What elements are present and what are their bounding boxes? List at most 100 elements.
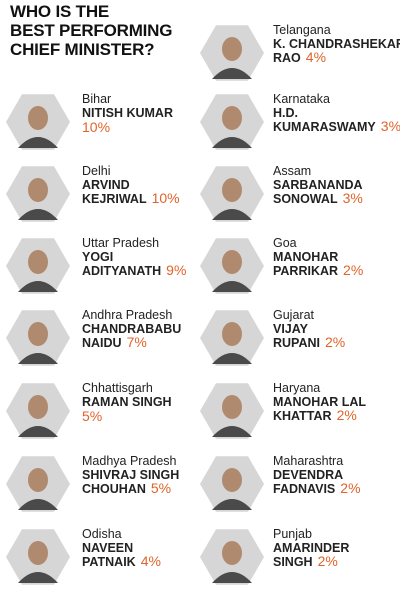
face-shape: [28, 250, 48, 274]
cm-name-haryana-line-2: KHATTAR: [273, 409, 332, 423]
shoulders-shape: [18, 209, 58, 220]
value-label-gujarat: 2%: [325, 334, 345, 350]
portrait-assam: [200, 166, 264, 222]
cm-name-andhra-pradesh-line-2: NAIDU: [82, 336, 122, 350]
portrait-maharashtra: [200, 456, 264, 512]
shoulders-shape: [18, 426, 58, 437]
face-shape: [28, 541, 48, 565]
portrait-delhi: [6, 166, 70, 222]
state-name-punjab: Punjab: [273, 527, 312, 541]
portrait-gujarat: [200, 310, 264, 366]
face-shape: [222, 395, 242, 419]
portrait-chhattisgarh: [6, 383, 70, 439]
portrait-andhra-pradesh: [6, 310, 70, 366]
cm-name-bihar-line-1: NITISH KUMAR: [82, 106, 173, 120]
shoulders-shape: [212, 281, 252, 292]
state-name-telangana: Telangana: [273, 23, 331, 37]
shoulders-shape: [212, 137, 252, 148]
face-shape: [28, 395, 48, 419]
shoulders-shape: [212, 499, 252, 510]
face-shape: [222, 250, 242, 274]
shoulders-shape: [212, 426, 252, 437]
face-shape: [28, 106, 48, 130]
state-name-odisha: Odisha: [82, 527, 122, 541]
shoulders-shape: [212, 572, 252, 583]
value-label-assam: 3%: [343, 190, 363, 206]
cm-name-goa-line-2: PARRIKAR: [273, 264, 338, 278]
value-label-andhra-pradesh: 7%: [127, 334, 147, 350]
state-name-bihar: Bihar: [82, 92, 111, 106]
value-label-uttar-pradesh: 9%: [166, 262, 186, 278]
face-shape: [222, 37, 242, 61]
chart-title-line-2: BEST PERFORMING: [10, 21, 173, 40]
face-shape: [222, 322, 242, 346]
chart-title: WHO IS THE BEST PERFORMING CHIEF MINISTE…: [10, 2, 172, 59]
face-shape: [222, 541, 242, 565]
portrait-bihar: [6, 94, 70, 150]
shoulders-shape: [18, 281, 58, 292]
value-label-odisha: 4%: [141, 553, 161, 569]
cm-name-punjab-line-2: SINGH: [273, 555, 313, 569]
state-name-karnataka: Karnataka: [273, 92, 330, 106]
state-name-haryana: Haryana: [273, 381, 320, 395]
state-name-chhattisgarh: Chhattisgarh: [82, 381, 153, 395]
state-name-delhi: Delhi: [82, 164, 111, 178]
shoulders-shape: [18, 137, 58, 148]
value-label-goa: 2%: [343, 262, 363, 278]
cm-name-karnataka-line-2: KUMARASWAMY: [273, 120, 376, 134]
value-label-telangana: 4%: [306, 49, 326, 65]
portrait-haryana: [200, 383, 264, 439]
state-name-andhra-pradesh: Andhra Pradesh: [82, 308, 172, 322]
portrait-telangana: [200, 25, 264, 81]
state-name-goa: Goa: [273, 236, 297, 250]
cm-name-andhra-pradesh-line-1: CHANDRABABU: [82, 322, 181, 336]
shoulders-shape: [18, 572, 58, 583]
face-shape: [28, 468, 48, 492]
shoulders-shape: [212, 353, 252, 364]
cm-name-odisha-line-2: PATNAIK: [82, 555, 136, 569]
chart-title-line-1: WHO IS THE: [10, 2, 110, 21]
chart-title-line-3: CHIEF MINISTER?: [10, 40, 155, 59]
portrait-karnataka: [200, 94, 264, 150]
cm-name-madhya-pradesh-line-1: SHIVRAJ SINGH: [82, 468, 179, 482]
face-shape: [28, 322, 48, 346]
cm-name-assam-line-2: SONOWAL: [273, 192, 338, 206]
cm-name-karnataka-line-1: H.D.: [273, 106, 298, 120]
cm-name-gujarat-line-2: RUPANI: [273, 336, 320, 350]
value-label-punjab: 2%: [318, 553, 338, 569]
cm-name-chhattisgarh-line-1: RAMAN SINGH: [82, 395, 172, 409]
cm-name-odisha-line-1: NAVEEN: [82, 541, 133, 555]
shoulders-shape: [212, 209, 252, 220]
cm-name-punjab-line-1: AMARINDER: [273, 541, 349, 555]
portrait-uttar-pradesh: [6, 238, 70, 294]
cm-name-haryana-line-1: MANOHAR LAL: [273, 395, 366, 409]
shoulders-shape: [212, 68, 252, 79]
portrait-odisha: [6, 529, 70, 585]
portrait-madhya-pradesh: [6, 456, 70, 512]
portrait-goa: [200, 238, 264, 294]
face-shape: [222, 468, 242, 492]
cm-name-maharashtra-line-1: DEVENDRA: [273, 468, 343, 482]
value-label-chhattisgarh: 5%: [82, 408, 102, 424]
face-shape: [222, 178, 242, 202]
face-shape: [28, 178, 48, 202]
state-name-madhya-pradesh: Madhya Pradesh: [82, 454, 177, 468]
value-label-haryana: 2%: [337, 407, 357, 423]
cm-name-delhi-line-1: ARVIND: [82, 178, 130, 192]
cm-name-uttar-pradesh-line-1: YOGI: [82, 250, 113, 264]
state-name-assam: Assam: [273, 164, 311, 178]
value-label-bihar: 10%: [82, 119, 110, 135]
face-shape: [222, 106, 242, 130]
cm-name-telangana-line-2: RAO: [273, 51, 301, 65]
state-name-gujarat: Gujarat: [273, 308, 315, 322]
state-name-uttar-pradesh: Uttar Pradesh: [82, 236, 159, 250]
cm-name-telangana-line-1: K. CHANDRASHEKAR: [273, 37, 400, 51]
value-label-madhya-pradesh: 5%: [151, 480, 171, 496]
shoulders-shape: [18, 353, 58, 364]
cm-name-uttar-pradesh-line-2: ADITYANATH: [82, 264, 161, 278]
cm-name-goa-line-1: MANOHAR: [273, 250, 338, 264]
cm-name-madhya-pradesh-line-2: CHOUHAN: [82, 482, 146, 496]
cm-name-assam-line-1: SARBANANDA: [273, 178, 363, 192]
shoulders-shape: [18, 499, 58, 510]
